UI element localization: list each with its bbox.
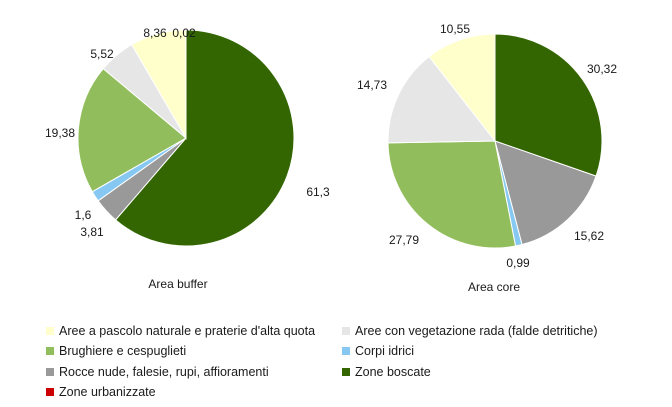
pie-slice-brughiere — [387, 140, 517, 249]
legend-label: Corpi idrici — [355, 344, 415, 358]
data-label-brughiere: 19,38 — [45, 126, 75, 140]
title-area-buffer: Area buffer — [148, 277, 207, 291]
pie-slice-zone-boscate — [494, 33, 603, 177]
legend-label: Brughiere e cespuglieti — [59, 344, 187, 358]
legend-swatch — [342, 347, 350, 355]
data-label-zone-urbanizzate: 0,02 — [172, 26, 196, 40]
data-label-zone-boscate: 30,32 — [587, 62, 617, 76]
data-label-rocce: 15,62 — [574, 229, 604, 243]
data-label-vegetazione-rada: 14,73 — [357, 78, 387, 92]
pie-charts: 8,36 5,52 19,38 1,6 3,81 61,3 0,02 10,55 14,73 2… — [45, 22, 617, 294]
legend-swatch — [46, 368, 54, 376]
pie-slice-vegetazione-rada — [387, 55, 497, 144]
pie-area-buffer: 8,36 5,52 19,38 1,6 3,81 61,3 0,02 — [45, 26, 330, 247]
legend-item-brughiere: Brughiere e cespuglieti — [46, 344, 186, 358]
legend-item-pascolo: Aree a pascolo naturale e praterie d'alt… — [46, 324, 315, 338]
legend-swatch — [342, 327, 350, 335]
legend-label: Zone boscate — [355, 365, 431, 379]
legend-item-vegetazione-rada: Aree con vegetazione rada (falde detriti… — [342, 324, 598, 338]
data-label-corpi-idrici: 0,99 — [506, 256, 530, 270]
legend-swatch — [46, 347, 54, 355]
pie-area-core: 10,55 14,73 27,79 0,99 15,62 30,32 — [357, 22, 617, 270]
legend-label: Rocce nude, falesie, rupi, affioramenti — [59, 365, 269, 379]
legend-item-corpi-idrici: Corpi idrici — [342, 344, 414, 358]
data-label-vegetazione-rada: 5,52 — [90, 47, 114, 61]
data-label-zone-boscate: 61,3 — [306, 185, 330, 199]
data-label-corpi-idrici: 1,6 — [75, 208, 92, 222]
data-label-brughiere: 27,79 — [389, 233, 419, 247]
pie-slice-rocce — [494, 140, 597, 246]
legend-item-zone-urbanizzate: Zone urbanizzate — [46, 385, 156, 399]
data-label-rocce: 3,81 — [80, 225, 104, 239]
pie-slice-zone-boscate — [114, 29, 295, 247]
data-label-pascolo: 8,36 — [143, 26, 167, 40]
legend-item-zone-boscate: Zone boscate — [342, 365, 431, 379]
legend-swatch — [46, 327, 54, 335]
legend-swatch — [46, 388, 54, 396]
title-area-core: Area core — [468, 280, 520, 294]
legend-label: Aree a pascolo naturale e praterie d'alt… — [59, 324, 316, 338]
pie-slice-pascolo — [428, 33, 496, 143]
legend-swatch — [342, 368, 350, 376]
legend-item-rocce: Rocce nude, falesie, rupi, affioramenti — [46, 365, 269, 379]
legend-label: Aree con vegetazione rada (falde detriti… — [355, 324, 598, 338]
pie-slice-brughiere — [77, 67, 187, 193]
data-label-pascolo: 10,55 — [440, 22, 470, 36]
legend-label: Zone urbanizzate — [59, 385, 156, 399]
